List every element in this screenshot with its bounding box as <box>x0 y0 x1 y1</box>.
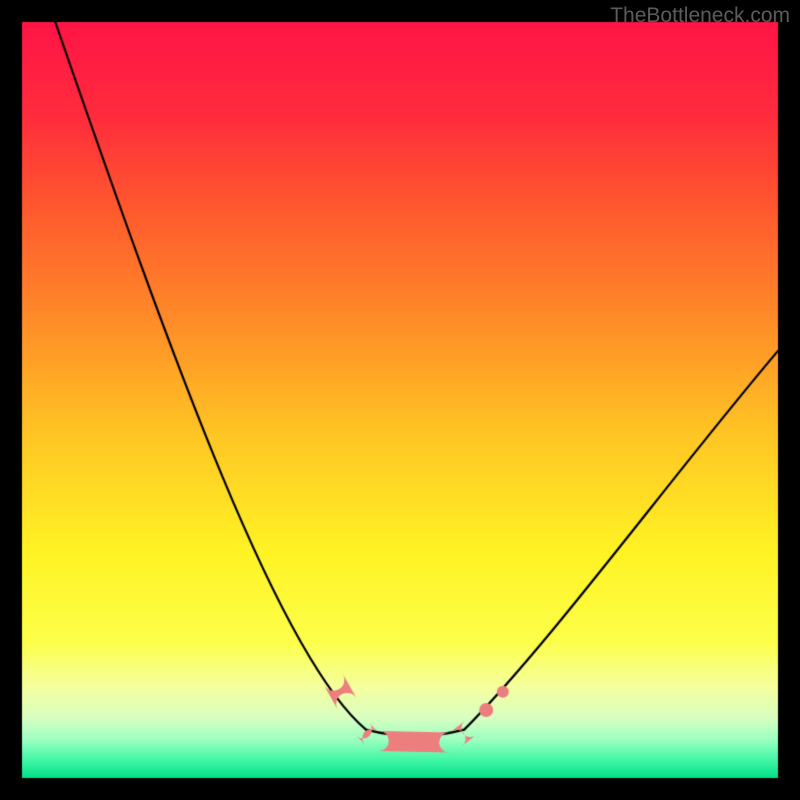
chart-frame: TheBottleneck.com <box>0 0 800 800</box>
bottleneck-curve-chart <box>0 0 800 800</box>
